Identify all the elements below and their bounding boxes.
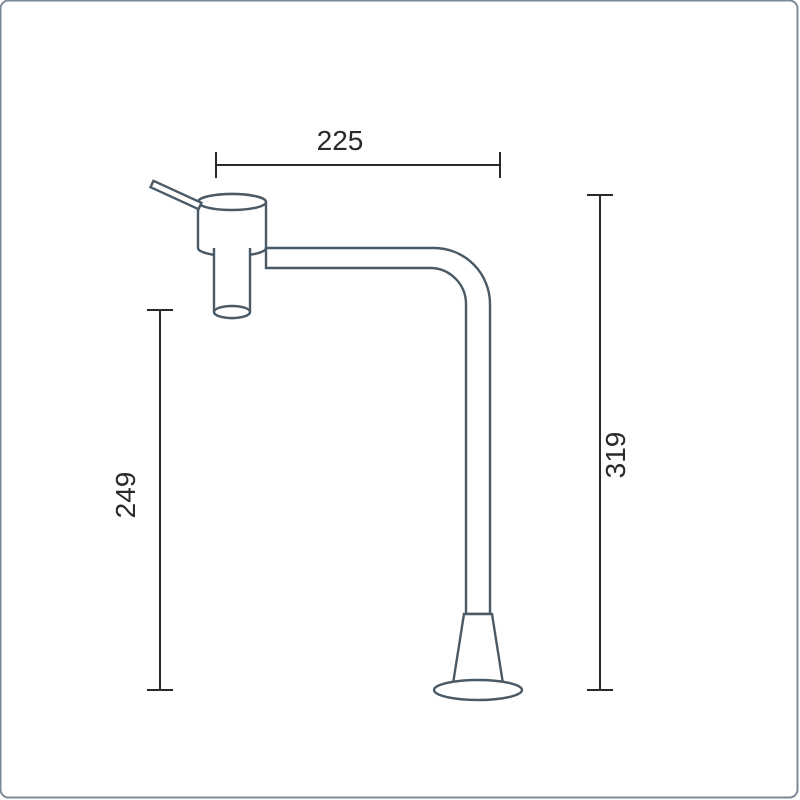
faucet-outline (151, 181, 522, 700)
dimension-height-right: 319 (587, 195, 631, 690)
dimension-height-right-label: 319 (600, 432, 631, 479)
dimension-width-top-label: 225 (317, 125, 364, 156)
lever-icon (151, 181, 202, 209)
tap-dimension-diagram: 225 249 319 (0, 0, 800, 800)
dimension-height-left-label: 249 (110, 472, 141, 519)
diagram-frame (1, 1, 798, 798)
dimension-height-left: 249 (110, 310, 173, 690)
dimension-width-top: 225 (216, 125, 500, 178)
